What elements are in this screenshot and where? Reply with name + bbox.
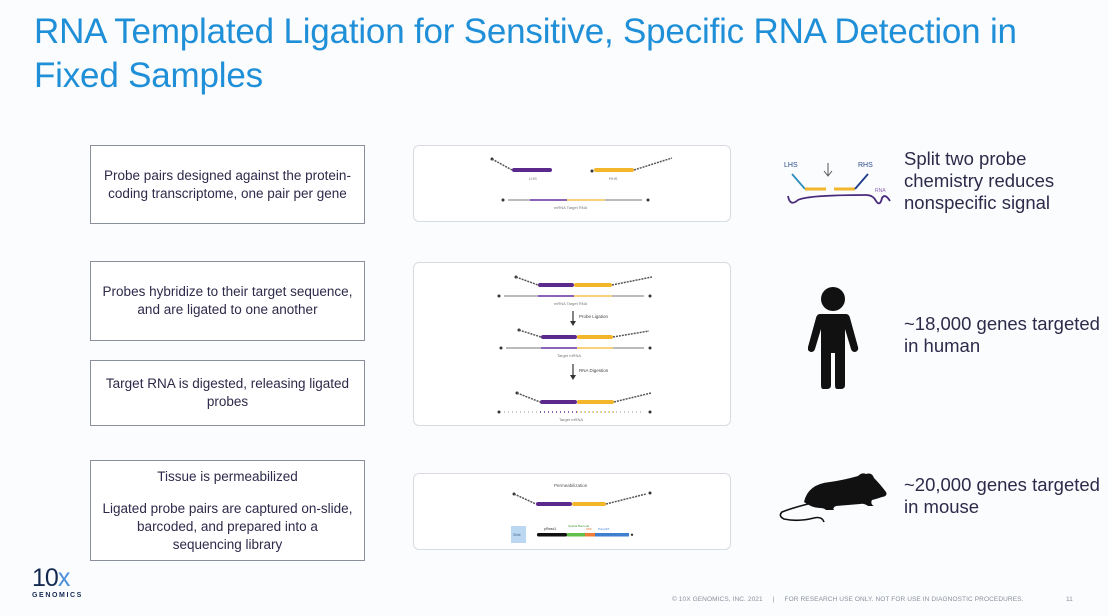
diagram-permeabilization: Permeabilization Slide pRead1 Spatial Ba… <box>413 473 731 550</box>
highlight-split-probe-text: Split two probe chemistry reduces nonspe… <box>904 148 1055 213</box>
step-text-secondary: Ligated probe pairs are captured on-slid… <box>102 500 353 552</box>
diagram-probe-pairs: LHS RHS mRNA Target RNA <box>413 145 731 222</box>
step-text: Probe pairs designed against the protein… <box>104 167 351 201</box>
lhs-label: LHS <box>529 176 537 181</box>
barcode-label: Spatial Barcode <box>568 524 590 528</box>
footer-separator: | <box>772 596 775 603</box>
permeabilization-diagram: Permeabilization Slide pRead1 Spatial Ba… <box>511 483 652 543</box>
rhs-label: RHS <box>858 162 873 169</box>
split-probe-icon: LHS RHS RNA <box>778 155 893 218</box>
highlight-mouse-text: ~20,000 genes targeted in mouse <box>904 474 1100 517</box>
probe-ligation-label: Probe Ligation <box>579 314 609 319</box>
diagram-ligation-digestion: mRNA Target RNA Probe Ligation Target mR… <box>413 262 731 426</box>
highlight-human-text: ~18,000 genes targeted in human <box>904 313 1100 356</box>
footer: © 10X GENOMICS, INC. 2021 | FOR RESEARCH U… <box>672 596 1024 603</box>
rna-label: RNA <box>875 188 886 194</box>
step-box-probe-design: Probe pairs designed against the protein… <box>90 145 365 224</box>
human-icon <box>807 287 860 394</box>
step-text: Probes hybridize to their target sequenc… <box>102 284 353 317</box>
logo-x-icon: x <box>57 564 70 592</box>
company-logo: 10x GENOMICS <box>32 565 83 599</box>
logo-number: 10 <box>32 564 59 592</box>
probe-pair-diagram: LHS RHS mRNA Target RNA <box>490 157 673 210</box>
polydt-label: Poly(d)T <box>598 527 610 531</box>
target-label: mRNA Target RNA <box>554 301 588 306</box>
rhs-label: RHS <box>609 176 618 181</box>
target-rna-label: mRNA Target RNA <box>554 205 588 210</box>
step-box-hybridize: Probes hybridize to their target sequenc… <box>90 261 365 341</box>
ligation-digestion-diagram: mRNA Target RNA Probe Ligation Target mR… <box>497 275 653 422</box>
step-box-digestion: Target RNA is digested, releasing ligate… <box>90 360 365 426</box>
step-text: Tissue is permeabilized <box>157 468 298 484</box>
logo-subtitle: GENOMICS <box>32 592 83 599</box>
read1-label: pRead1 <box>544 527 556 531</box>
step-text: Target RNA is digested, releasing ligate… <box>105 376 350 409</box>
umi-label: UMI <box>586 527 592 531</box>
lhs-label: LHS <box>784 162 798 169</box>
page-number: 11 <box>1066 596 1073 603</box>
step-box-permeabilize: Tissue is permeabilized Ligated probe pa… <box>90 460 365 561</box>
slide-title: RNA Templated Ligation for Sensitive, Sp… <box>34 12 1017 95</box>
footer-copyright: © 10X GENOMICS, INC. 2021 <box>672 596 763 603</box>
slide-label: Slide <box>513 533 521 537</box>
mouse-icon <box>778 470 890 531</box>
footer-disclaimer: FOR RESEARCH USE ONLY. NOT FOR USE IN DI… <box>784 596 1024 603</box>
permeabilization-label: Permeabilization <box>554 483 588 488</box>
target-label: Target mRNA <box>557 353 581 358</box>
target-label: Target mRNA <box>559 417 583 422</box>
rna-digestion-label: RNA Digestion <box>579 368 609 373</box>
